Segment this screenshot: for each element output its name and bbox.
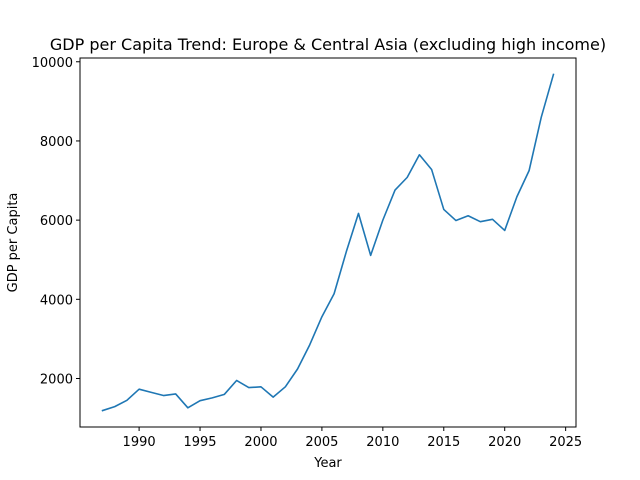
x-tick-label: 2020 bbox=[488, 435, 521, 450]
series-line bbox=[101, 73, 555, 412]
plot-frame bbox=[79, 57, 577, 428]
x-axis: 1990 1995 2000 2005 2010 2015 2020 2025 bbox=[123, 427, 582, 450]
y-tick-label: 8000 bbox=[40, 135, 73, 150]
chart-title: GDP per Capita Trend: Europe & Central A… bbox=[50, 35, 606, 54]
y-axis-title: GDP per Capita bbox=[6, 193, 21, 293]
x-tick-label: 2000 bbox=[244, 435, 277, 450]
y-tick-label: 2000 bbox=[40, 372, 73, 387]
x-tick-label: 2005 bbox=[305, 435, 338, 450]
plot-area bbox=[101, 73, 555, 412]
y-tick-label: 6000 bbox=[40, 214, 73, 229]
y-axis: 2000 4000 6000 8000 10000 bbox=[32, 56, 80, 387]
y-tick-label: 10000 bbox=[32, 56, 73, 71]
x-tick-label: 1990 bbox=[123, 435, 156, 450]
y-tick-label: 4000 bbox=[40, 293, 73, 308]
x-tick-label: 2010 bbox=[366, 435, 399, 450]
x-tick-label: 2015 bbox=[427, 435, 460, 450]
x-tick-label: 1995 bbox=[183, 435, 216, 450]
x-tick-label: 2025 bbox=[549, 435, 582, 450]
x-axis-title: Year bbox=[313, 456, 342, 471]
